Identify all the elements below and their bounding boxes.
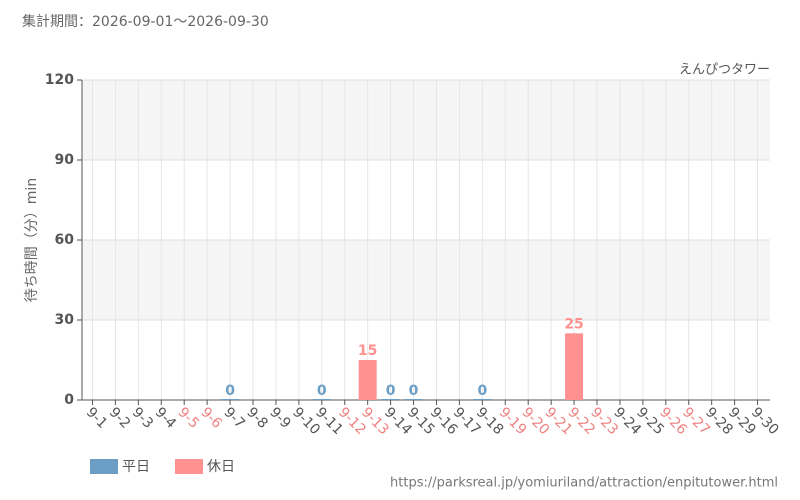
chart-title: 集計期間：2026-09-01～2026-09-30 bbox=[22, 13, 269, 30]
data-label: 15 bbox=[358, 343, 377, 359]
grid-band bbox=[82, 240, 770, 320]
chart-subtitle: えんぴつタワー bbox=[679, 63, 770, 78]
legend-swatch bbox=[90, 459, 118, 474]
bar bbox=[221, 399, 240, 400]
x-tick-label: 9-9 bbox=[266, 404, 293, 431]
bar bbox=[565, 333, 584, 400]
y-tick-label: 90 bbox=[55, 152, 75, 168]
y-axis-label: 待ち時間（分）min bbox=[24, 178, 40, 302]
legend-label: 平日 bbox=[122, 459, 150, 475]
y-tick-label: 0 bbox=[64, 392, 74, 408]
bar bbox=[381, 399, 400, 400]
source-url: https://parksreal.jp/yomiuriland/attract… bbox=[390, 476, 778, 491]
data-label: 0 bbox=[477, 383, 487, 399]
data-label: 0 bbox=[225, 383, 235, 399]
x-tick-label: 9-4 bbox=[152, 404, 180, 432]
bar bbox=[358, 360, 377, 400]
x-tick-label: 9-6 bbox=[197, 404, 225, 432]
x-tick-label: 9-8 bbox=[243, 404, 270, 431]
x-tick-label: 9-1 bbox=[83, 404, 110, 431]
grid-band bbox=[82, 80, 770, 160]
y-tick-label: 120 bbox=[45, 72, 74, 88]
x-tick-label: 9-5 bbox=[175, 404, 202, 431]
data-label: 0 bbox=[409, 383, 419, 399]
x-tick-label: 9-2 bbox=[106, 404, 133, 431]
data-label: 0 bbox=[386, 383, 396, 399]
bar bbox=[473, 399, 492, 400]
legend-swatch bbox=[175, 459, 203, 474]
bar bbox=[312, 399, 331, 400]
y-tick-label: 30 bbox=[55, 312, 75, 328]
bar bbox=[404, 399, 423, 400]
y-tick-label: 60 bbox=[55, 232, 75, 248]
data-label: 25 bbox=[564, 316, 583, 332]
legend-label: 休日 bbox=[207, 459, 235, 475]
x-tick-label: 9-7 bbox=[220, 404, 247, 431]
x-tick-label: 9-3 bbox=[129, 404, 156, 431]
data-label: 0 bbox=[317, 383, 327, 399]
